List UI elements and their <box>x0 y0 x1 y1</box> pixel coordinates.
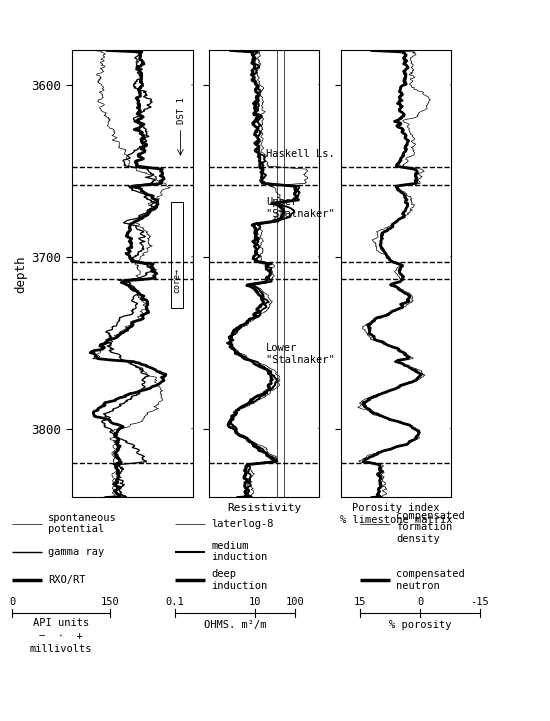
Text: laterlog-8: laterlog-8 <box>211 518 273 528</box>
Text: compensated: compensated <box>396 570 465 579</box>
Text: 15: 15 <box>354 597 366 607</box>
Text: gamma ray: gamma ray <box>48 547 104 557</box>
X-axis label: Resistivity: Resistivity <box>227 503 301 513</box>
X-axis label: Porosity index
% limestone matrix: Porosity index % limestone matrix <box>340 503 452 525</box>
Text: DST 1: DST 1 <box>177 97 185 125</box>
Text: % porosity: % porosity <box>389 620 451 630</box>
Text: API units: API units <box>33 618 89 628</box>
Text: RXO/RT: RXO/RT <box>48 575 85 585</box>
Text: −  ⋅  +: − ⋅ + <box>39 631 83 641</box>
Y-axis label: depth: depth <box>14 255 27 293</box>
Text: induction: induction <box>211 552 267 562</box>
Text: induction: induction <box>211 580 267 590</box>
Text: 100: 100 <box>285 597 304 607</box>
Bar <box>170 202 183 309</box>
Text: neutron: neutron <box>396 580 440 590</box>
Text: millivolts: millivolts <box>30 645 92 655</box>
Text: compensated: compensated <box>396 511 465 521</box>
Text: medium: medium <box>211 541 249 551</box>
Text: 10: 10 <box>249 597 261 607</box>
Text: core→: core→ <box>172 268 182 293</box>
Text: Upper
"Stalnaker" Ss.: Upper "Stalnaker" Ss. <box>266 197 360 219</box>
Text: deep: deep <box>211 570 236 579</box>
Text: formation: formation <box>396 522 452 532</box>
Text: density: density <box>396 534 440 544</box>
Text: 0: 0 <box>9 597 15 607</box>
Text: OHMS. m²/m: OHMS. m²/m <box>204 620 266 630</box>
Text: Haskell Ls.: Haskell Ls. <box>266 149 335 159</box>
Text: potential: potential <box>48 524 104 534</box>
Text: spontaneous: spontaneous <box>48 513 117 523</box>
Text: Lower
"Stalnaker" Ss.: Lower "Stalnaker" Ss. <box>266 342 360 365</box>
Text: 150: 150 <box>101 597 119 607</box>
Text: 0: 0 <box>417 597 423 607</box>
Text: 0.1: 0.1 <box>166 597 184 607</box>
Text: -15: -15 <box>471 597 490 607</box>
